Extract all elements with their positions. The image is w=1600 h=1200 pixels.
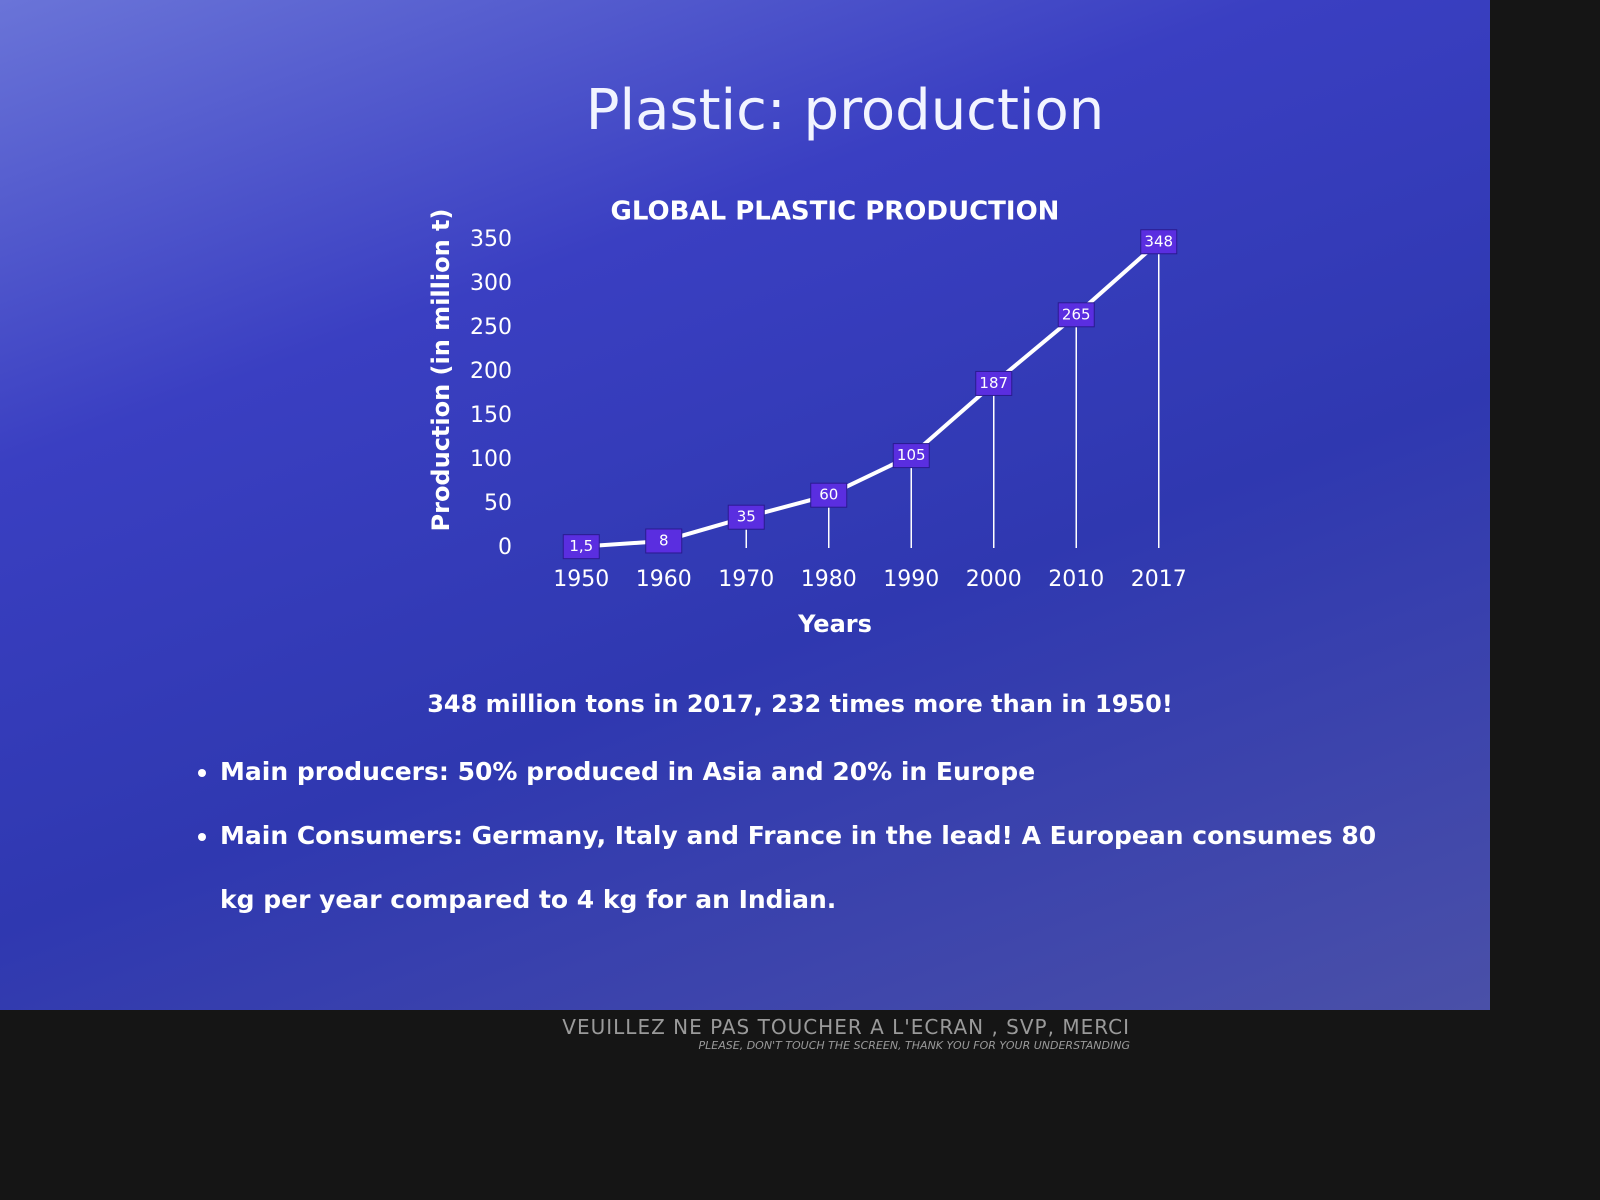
slide-title: Plastic: production bbox=[585, 78, 1105, 143]
bezel: VEUILLEZ NE PAS TOUCHER A L'ECRAN , SVP,… bbox=[0, 1015, 1130, 1052]
value-label: 265 bbox=[1062, 305, 1091, 323]
value-label-box bbox=[1057, 302, 1095, 328]
value-label: 8 bbox=[659, 531, 669, 549]
caption: 348 million tons in 2017, 232 times more… bbox=[427, 690, 1173, 718]
chart: GLOBAL PLASTIC PRODUCTION Production (in… bbox=[427, 197, 1187, 639]
value-label: 348 bbox=[1144, 232, 1173, 250]
notice: VEUILLEZ NE PAS TOUCHER A L'ECRAN , SVP,… bbox=[562, 1015, 1130, 1039]
value-label-box bbox=[727, 504, 765, 530]
value-label: 187 bbox=[979, 374, 1008, 392]
x-tick-label: 2017 bbox=[1131, 567, 1187, 592]
y-tick-label: 250 bbox=[470, 315, 512, 340]
bullets: Main producers: 50% produced in Asia and… bbox=[170, 740, 1380, 932]
value-label: 60 bbox=[819, 486, 838, 504]
value-label-box bbox=[810, 482, 848, 508]
value-label: 1,5 bbox=[569, 537, 593, 555]
x-axis-label: Years bbox=[797, 610, 872, 638]
value-label-box bbox=[975, 370, 1013, 396]
value-label-box bbox=[562, 534, 600, 560]
line bbox=[581, 240, 1161, 549]
value-label: 35 bbox=[737, 508, 756, 526]
y-tick-label: 300 bbox=[470, 271, 512, 296]
y-tick-label: 100 bbox=[470, 447, 512, 472]
x-tick-label: 1990 bbox=[883, 567, 939, 592]
x-tick-label: 2010 bbox=[1048, 567, 1104, 592]
x-tick-label: 2000 bbox=[966, 567, 1022, 592]
value-label-box bbox=[645, 528, 683, 554]
y-tick-label: 0 bbox=[498, 535, 512, 560]
y-tick-label: 200 bbox=[470, 359, 512, 384]
notice-en: PLEASE, DON'T TOUCH THE SCREEN, THANK YO… bbox=[698, 1039, 1130, 1052]
y-tick-label: 50 bbox=[484, 491, 512, 516]
chart-title: GLOBAL PLASTIC PRODUCTION bbox=[611, 197, 1060, 227]
y-axis-label: Production (in million t) bbox=[427, 209, 455, 532]
value-label-box bbox=[892, 443, 930, 469]
bullet: Main producers: 50% produced in Asia and… bbox=[220, 740, 1380, 804]
y-tick-label: 350 bbox=[470, 227, 512, 252]
x-tick-label: 1950 bbox=[553, 567, 609, 592]
value-label: 105 bbox=[897, 446, 926, 464]
screen: Plastic: production GLOBAL PLASTIC PRODU… bbox=[0, 0, 1490, 1010]
x-tick-label: 1970 bbox=[718, 567, 774, 592]
y-tick-label: 150 bbox=[470, 403, 512, 428]
bullet: Main Consumers: Germany, Italy and Franc… bbox=[220, 804, 1380, 932]
x-tick-label: 1960 bbox=[636, 567, 692, 592]
x-tick-label: 1980 bbox=[801, 567, 857, 592]
value-label-box bbox=[1140, 229, 1178, 255]
